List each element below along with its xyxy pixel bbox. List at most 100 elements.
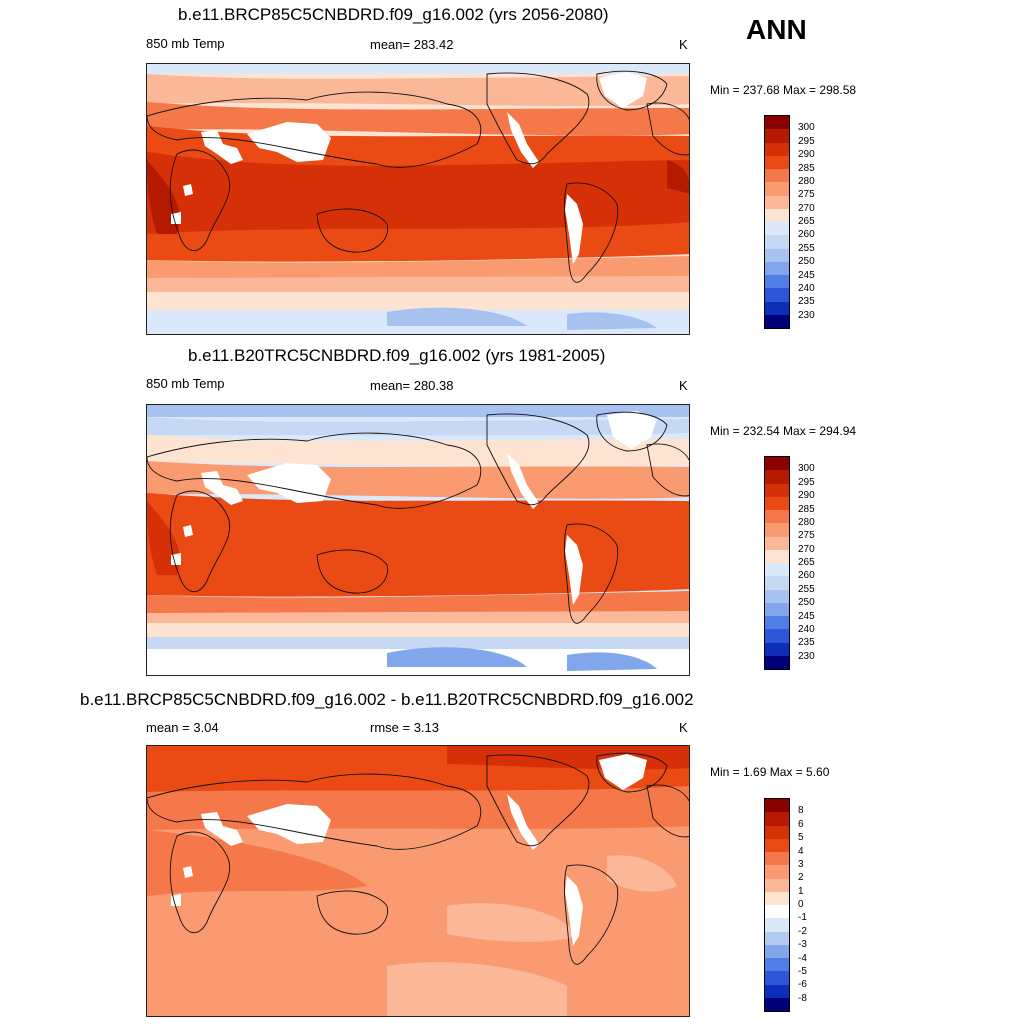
colorbar-swatch [765,984,789,998]
colorbar-swatch [765,301,789,315]
colorbar-tick-label: 265 [798,557,815,568]
colorbar-tick-label: 3 [798,858,804,870]
colorbar-swatch [765,958,789,972]
colorbar-swatch [765,116,789,130]
colorbar-swatch [765,629,789,643]
colorbar-swatch [765,483,789,497]
colorbar-swatch [765,142,789,156]
colorbar-swatch [765,852,789,866]
colorbar-tick-label: 295 [798,135,815,147]
colorbar-tick-label: 285 [798,162,815,174]
colorbar-tick-label: 250 [798,256,815,268]
panel2-map [146,404,690,676]
colorbar-swatch [765,944,789,958]
panel1-contour-field [147,64,689,334]
panel3-mean-label: mean = 3.04 [146,720,219,735]
colorbar-tick-label: 280 [798,516,815,528]
colorbar-swatch [765,931,789,945]
colorbar-tick-label: 275 [798,189,815,201]
colorbar-tick-label: 4 [798,845,804,857]
colorbar-swatch [765,576,789,590]
colorbar-swatch [765,865,789,879]
colorbar-tick-label: 285 [798,503,815,515]
colorbar-swatch [765,878,789,892]
colorbar-swatch [765,182,789,196]
colorbar-tick-label: 245 [798,610,815,622]
colorbar-tick-label: 275 [798,530,815,542]
colorbar-tick-label: 250 [798,597,815,609]
panel3-minmax: Min = 1.69 Max = 5.60 [710,765,830,779]
colorbar-tick-label: -8 [798,992,807,1004]
panel2-variable-label: 850 mb Temp [146,376,225,391]
colorbar-tick-label: -6 [798,979,807,991]
colorbar-swatch [765,155,789,169]
colorbar-tick-label: -1 [798,912,807,924]
panel3-contour-field [147,746,689,1016]
panel1-mean-label: mean= 283.42 [370,37,454,52]
colorbar-swatch [765,457,789,471]
colorbar-tick-label: 235 [798,637,815,649]
colorbar-swatch [765,314,789,328]
panel2-contour-field [147,405,689,675]
panel2-units-label: K [679,378,688,393]
colorbar-swatch [765,235,789,249]
colorbar-tick-label: 240 [798,282,815,294]
panel3-colorbar [764,798,790,1012]
colorbar-swatch [765,997,789,1011]
colorbar-swatch [765,288,789,302]
colorbar-swatch [765,812,789,826]
colorbar-tick-label: 265 [798,216,815,227]
colorbar-tick-label: 300 [798,463,815,475]
colorbar-swatch [765,799,789,813]
panel3-colorbar-ticks: 8 6 5 4 3 2 1 0 -1 -2 -3 -4 -5 -6 -8 [798,798,838,1012]
colorbar-swatch [765,616,789,630]
panel1-colorbar-ticks: 300 295 290 285 280 275 270 265 260 255 250 245 240 2… [798,115,838,329]
colorbar-tick-label: 270 [798,202,815,214]
colorbar-swatch [765,523,789,537]
colorbar-tick-label: 255 [798,242,815,254]
colorbar-tick-label: 8 [798,805,804,817]
panel2-colorbar [764,456,790,670]
colorbar-tick-label: 255 [798,583,815,595]
colorbar-swatch [765,129,789,143]
panel1-variable-label: 850 mb Temp [146,36,225,51]
panel3-map [146,745,690,1017]
colorbar-tick-label: 235 [798,296,815,308]
panel1-units-label: K [679,37,688,52]
colorbar-swatch [765,602,789,616]
panel3-units-label: K [679,720,688,735]
colorbar-tick-label: 295 [798,476,815,488]
colorbar-tick-label: 260 [798,570,815,582]
colorbar-tick-label: -4 [798,952,807,964]
colorbar-swatch [765,169,789,183]
colorbar-tick-label: 1 [798,885,804,897]
colorbar-swatch [765,642,789,656]
colorbar-tick-label: 280 [798,175,815,187]
colorbar-swatch [765,470,789,484]
panel1-title: b.e11.BRCP85C5CNBDRD.f09_g16.002 (yrs 20… [178,5,609,24]
colorbar-swatch [765,838,789,852]
colorbar-swatch [765,536,789,550]
colorbar-swatch [765,971,789,985]
panel2-minmax: Min = 232.54 Max = 294.94 [710,424,857,438]
colorbar-tick-label: 0 [798,899,804,910]
colorbar-tick-label: 270 [798,543,815,555]
season-label: ANN [746,14,807,45]
colorbar-swatch [765,510,789,524]
colorbar-swatch [765,655,789,669]
colorbar-swatch [765,563,789,577]
colorbar-tick-label: 245 [798,269,815,281]
panel2-mean-label: mean= 280.38 [370,378,454,393]
panel3-title: b.e11.BRCP85C5CNBDRD.f09_g16.002 - b.e11… [80,690,694,709]
colorbar-tick-label: 6 [798,818,804,830]
colorbar-tick-label: 2 [798,872,804,884]
colorbar-swatch [765,918,789,932]
colorbar-tick-label: 230 [798,309,815,321]
colorbar-swatch [765,275,789,289]
colorbar-tick-label: 290 [798,149,815,161]
colorbar-tick-label: -3 [798,939,807,951]
colorbar-swatch [765,208,789,222]
colorbar-tick-label: 240 [798,623,815,635]
colorbar-tick-label: 260 [798,229,815,241]
colorbar-swatch [765,905,789,919]
